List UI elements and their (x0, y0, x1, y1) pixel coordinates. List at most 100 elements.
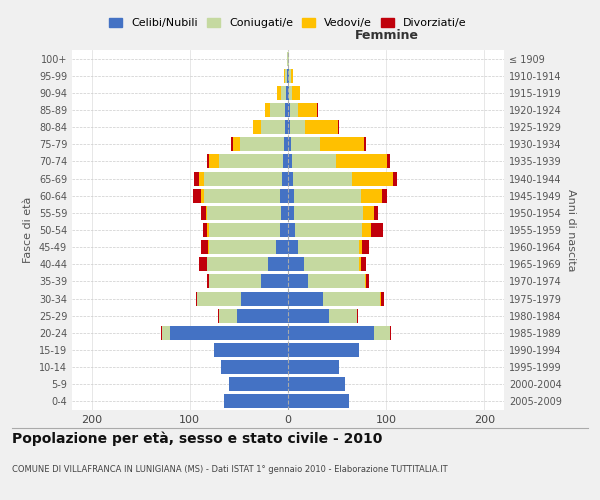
Bar (229, 378, 288, 392)
Bar (381, 292, 384, 306)
Text: Popolazione per età, sesso e stato civile - 2010: Popolazione per età, sesso e stato civil… (12, 431, 382, 446)
Bar (281, 206, 288, 220)
Bar (288, 378, 345, 392)
Y-axis label: Fasce di età: Fasce di età (23, 197, 33, 263)
Bar (288, 258, 304, 272)
Bar (219, 308, 237, 322)
Bar (218, 308, 219, 322)
Bar (291, 68, 293, 82)
Bar (288, 120, 290, 134)
Bar (241, 292, 288, 306)
Bar (280, 223, 288, 237)
Bar (281, 86, 286, 100)
Text: COMUNE DI VILLAFRANCA IN LUNIGIANA (MS) - Dati ISTAT 1° gennaio 2010 - Elaborazi: COMUNE DI VILLAFRANCA IN LUNIGIANA (MS) … (12, 466, 448, 474)
Bar (206, 154, 209, 168)
Bar (288, 138, 291, 151)
Bar (323, 292, 380, 306)
Bar (338, 120, 339, 134)
Bar (200, 206, 206, 220)
Bar (288, 154, 292, 168)
Bar (209, 240, 276, 254)
Bar (260, 274, 288, 288)
Bar (288, 52, 289, 66)
Bar (288, 206, 294, 220)
Bar (374, 326, 390, 340)
Bar (224, 394, 288, 408)
Bar (359, 240, 362, 254)
Bar (382, 188, 387, 202)
Bar (200, 188, 203, 202)
Bar (285, 103, 288, 117)
Bar (209, 274, 260, 288)
Bar (231, 138, 233, 151)
Bar (240, 138, 284, 151)
Bar (365, 274, 370, 288)
Text: Femmine: Femmine (355, 29, 419, 42)
Bar (288, 292, 323, 306)
Bar (288, 308, 329, 322)
Bar (277, 86, 281, 100)
Bar (288, 172, 293, 185)
Bar (194, 172, 199, 185)
Bar (298, 240, 359, 254)
Bar (287, 52, 288, 66)
Bar (161, 326, 163, 340)
Bar (170, 326, 288, 340)
Bar (285, 68, 287, 82)
Y-axis label: Anni di nascita: Anni di nascita (566, 188, 575, 271)
Bar (203, 172, 282, 185)
Bar (214, 343, 288, 357)
Bar (219, 154, 283, 168)
Bar (393, 172, 397, 185)
Bar (208, 223, 209, 237)
Bar (289, 68, 291, 82)
Bar (209, 154, 219, 168)
Bar (390, 326, 391, 340)
Bar (197, 292, 241, 306)
Bar (289, 86, 292, 100)
Bar (260, 120, 285, 134)
Bar (288, 274, 308, 288)
Bar (320, 138, 364, 151)
Bar (209, 223, 280, 237)
Bar (317, 103, 319, 117)
Bar (163, 326, 170, 340)
Bar (288, 360, 339, 374)
Bar (374, 206, 379, 220)
Bar (282, 172, 288, 185)
Bar (294, 188, 361, 202)
Bar (276, 240, 288, 254)
Bar (362, 240, 370, 254)
Bar (285, 120, 288, 134)
Bar (288, 86, 289, 100)
Bar (286, 86, 288, 100)
Bar (288, 103, 290, 117)
Bar (196, 292, 197, 306)
Bar (193, 188, 200, 202)
Bar (253, 120, 260, 134)
Bar (336, 154, 387, 168)
Bar (361, 188, 382, 202)
Bar (371, 223, 383, 237)
Bar (290, 103, 298, 117)
Bar (268, 258, 288, 272)
Bar (206, 274, 209, 288)
Bar (288, 394, 349, 408)
Bar (291, 138, 320, 151)
Bar (288, 68, 289, 82)
Bar (288, 240, 298, 254)
Bar (293, 172, 352, 185)
Bar (265, 103, 271, 117)
Bar (288, 223, 295, 237)
Bar (271, 103, 285, 117)
Bar (200, 240, 208, 254)
Bar (206, 258, 208, 272)
Bar (287, 68, 288, 82)
Bar (288, 326, 374, 340)
Bar (280, 188, 288, 202)
Bar (361, 258, 365, 272)
Bar (233, 138, 240, 151)
Bar (237, 308, 288, 322)
Bar (208, 258, 268, 272)
Bar (208, 206, 281, 220)
